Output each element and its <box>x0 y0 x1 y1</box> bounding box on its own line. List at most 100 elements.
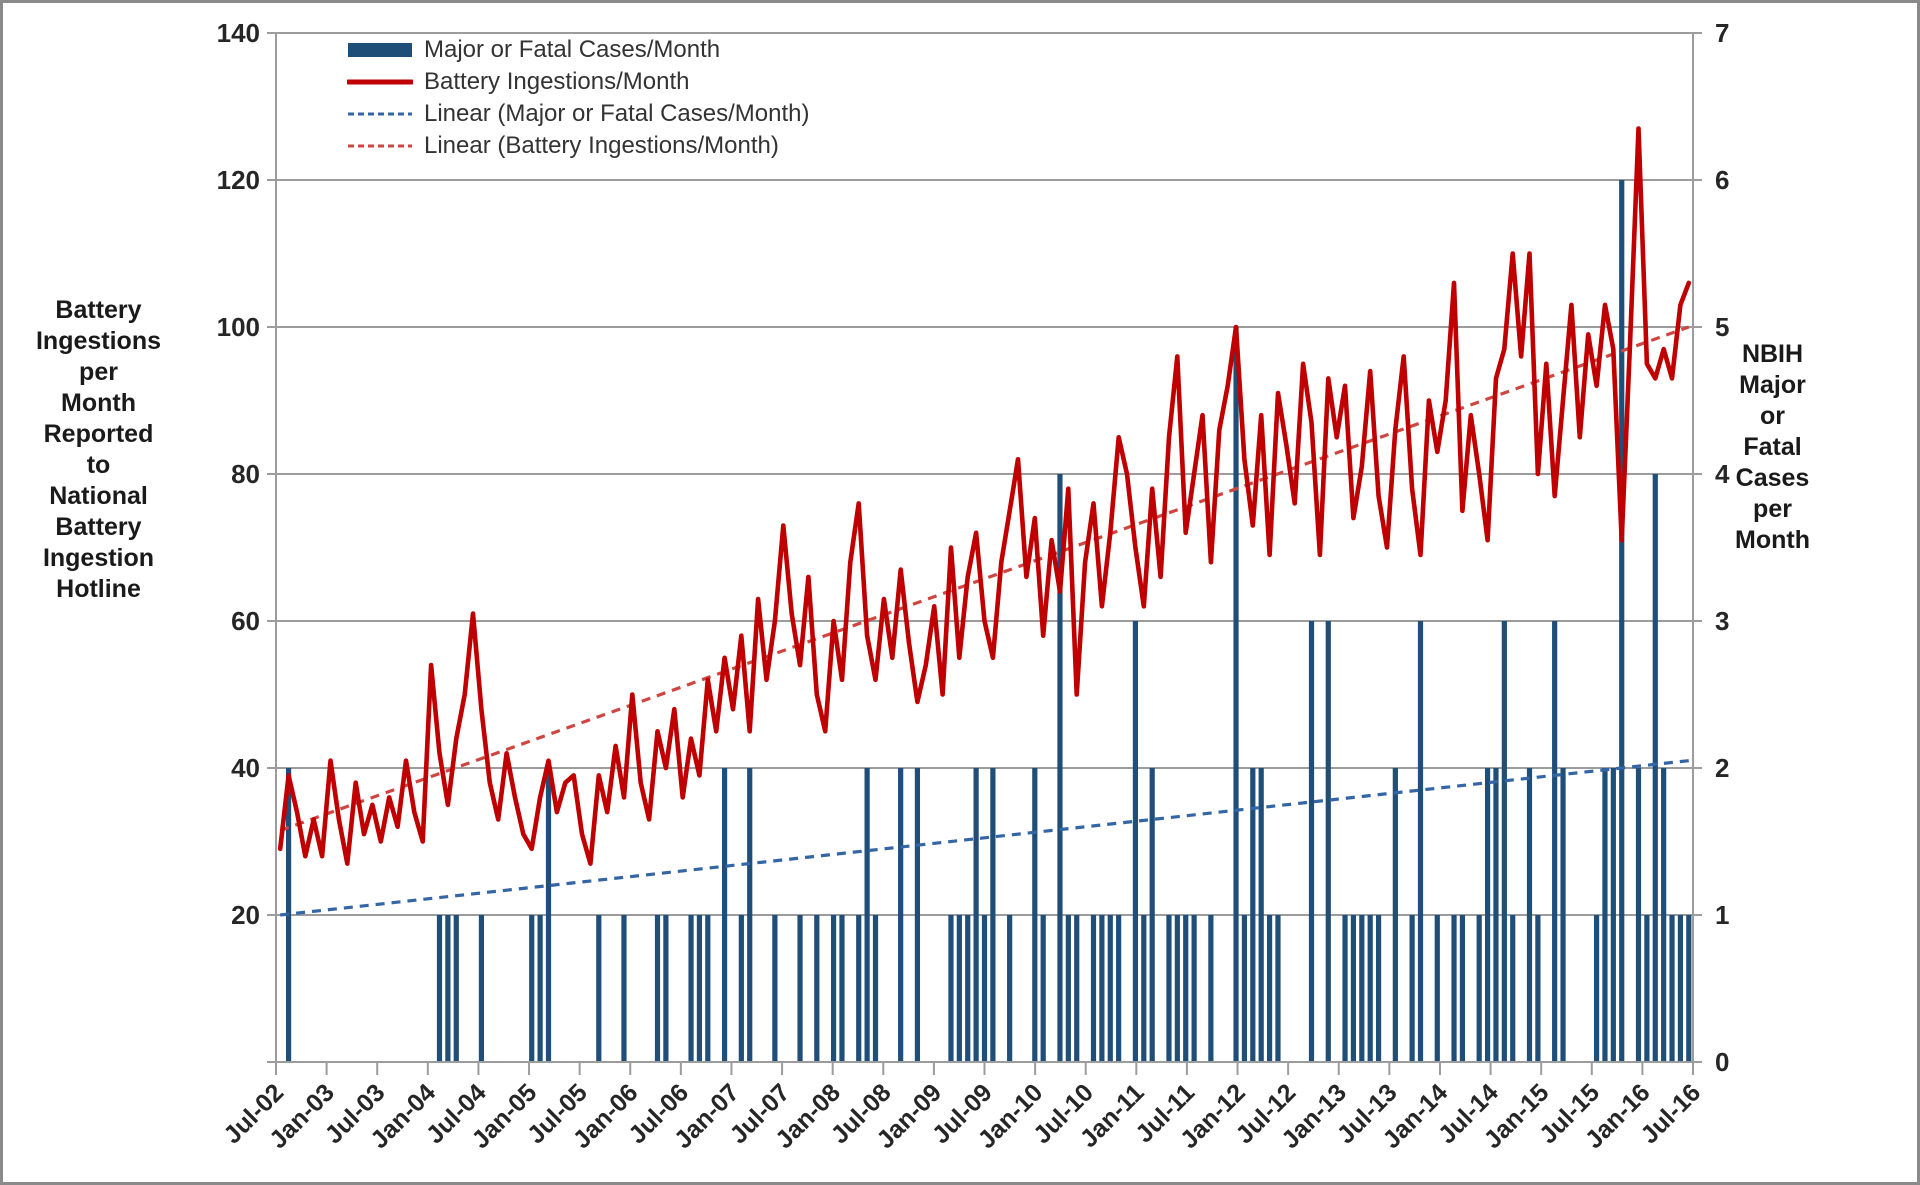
bar-month-70 <box>864 768 870 1062</box>
bar-month-109 <box>1191 915 1197 1062</box>
bar-month-49 <box>688 915 694 1062</box>
bar-month-150 <box>1535 915 1541 1062</box>
trendline-major-or-fatal <box>280 759 1689 917</box>
left-tick-label-40: 40 <box>231 753 260 783</box>
bar-month-131 <box>1375 915 1382 1062</box>
bar-month-95 <box>1074 915 1080 1062</box>
left-axis-title: Battery Ingestions per Month Reported to… <box>35 296 161 603</box>
legend-label: Battery Ingestions/Month <box>424 68 690 95</box>
bar-month-80 <box>948 915 954 1062</box>
legend-swatch-line-icon <box>347 79 413 85</box>
bar-month-103 <box>1141 915 1147 1062</box>
bar-month-41 <box>621 915 627 1062</box>
trendline-battery-ingestions <box>279 325 1690 832</box>
legend-label: Major or Fatal Cases/Month <box>424 36 721 63</box>
bar-month-157 <box>1593 915 1600 1062</box>
right-axis-title: NBIH Major or Fatal Cases per Month <box>1735 340 1810 554</box>
bar-month-136 <box>1417 621 1424 1062</box>
line-series-battery-ingestions <box>277 126 1692 866</box>
legend-swatch-bar-icon <box>348 43 412 57</box>
bar-month-159 <box>1610 768 1616 1062</box>
bar-month-146 <box>1501 621 1507 1062</box>
bar-month-74 <box>898 768 904 1062</box>
bar-month-114 <box>1233 327 1239 1062</box>
bar-month-165 <box>1661 768 1667 1062</box>
right-axis-tick-labels: 7 6 5 4 3 2 1 0 <box>1715 18 1730 1077</box>
bar-month-56 <box>747 768 753 1062</box>
left-tick-label-100: 100 <box>217 312 260 342</box>
plot-border-and-ticks <box>267 32 1702 1075</box>
bar-month-51 <box>705 915 711 1062</box>
bar-month-98 <box>1099 915 1105 1062</box>
bar-month-158 <box>1602 768 1608 1062</box>
bar-month-164 <box>1652 474 1658 1062</box>
bar-month-67 <box>839 915 845 1062</box>
legend-swatch-dash-red-icon <box>348 144 412 148</box>
bar-month-166 <box>1669 915 1675 1062</box>
bar-month-30 <box>529 915 535 1062</box>
legend-row-1: Battery Ingestions/Month <box>347 66 809 98</box>
bar-month-76 <box>914 768 921 1062</box>
bar-month-111 <box>1208 915 1214 1062</box>
left-tick-label-120: 120 <box>217 165 260 195</box>
bar-month-66 <box>830 915 837 1062</box>
bar-month-31 <box>537 915 543 1062</box>
right-tick-label-0: 0 <box>1715 1047 1729 1077</box>
bar-month-24 <box>478 915 485 1062</box>
bar-month-144 <box>1484 768 1491 1062</box>
left-tick-label-60: 60 <box>231 606 260 636</box>
bar-month-64 <box>814 915 820 1062</box>
bar-month-21 <box>453 915 459 1062</box>
bar-month-145 <box>1493 768 1499 1062</box>
bar-month-87 <box>1007 915 1013 1062</box>
bar-month-19 <box>436 915 443 1062</box>
bar-month-153 <box>1560 768 1566 1062</box>
bar-month-127 <box>1342 915 1348 1062</box>
bar-month-115 <box>1241 915 1248 1062</box>
bar-month-83 <box>973 768 979 1062</box>
right-tick-label-1: 1 <box>1715 900 1729 930</box>
bar-month-118 <box>1266 915 1273 1062</box>
bar-month-119 <box>1275 915 1281 1062</box>
right-tick-label-3: 3 <box>1715 606 1729 636</box>
bar-month-129 <box>1359 915 1365 1062</box>
bar-month-162 <box>1635 768 1642 1062</box>
bar-month-160 <box>1619 180 1625 1062</box>
bar-month-152 <box>1552 621 1558 1062</box>
bar-month-116 <box>1250 768 1256 1062</box>
battery-ingestions-line <box>277 126 1692 866</box>
bar-month-135 <box>1409 915 1415 1062</box>
x-axis-tick-labels: Jul-02Jan-03Jul-03Jan-04Jul-04Jan-05Jul-… <box>218 1078 1706 1154</box>
bar-month-94 <box>1065 915 1071 1062</box>
bar-month-102 <box>1132 621 1139 1062</box>
bar-month-125 <box>1325 621 1331 1062</box>
legend-label: Linear (Major or Fatal Cases/Month) <box>424 100 810 127</box>
bar-month-90 <box>1032 768 1038 1062</box>
bar-month-50 <box>696 915 703 1062</box>
right-tick-label-7: 7 <box>1715 18 1729 48</box>
bar-month-20 <box>445 915 451 1062</box>
legend-label: Linear (Battery Ingestions/Month) <box>424 132 779 159</box>
bar-month-149 <box>1526 768 1533 1062</box>
bar-month-32 <box>545 768 552 1062</box>
bar-month-69 <box>856 915 862 1062</box>
bar-month-123 <box>1308 621 1315 1062</box>
bar-month-128 <box>1350 915 1357 1062</box>
bar-month-91 <box>1040 915 1046 1062</box>
bar-month-130 <box>1367 915 1373 1062</box>
bar-month-53 <box>721 768 728 1062</box>
bar-month-82 <box>965 915 971 1062</box>
left-tick-label-140: 140 <box>217 18 260 48</box>
linear-trendlines <box>279 325 1690 917</box>
bar-month-117 <box>1258 768 1264 1062</box>
bar-month-163 <box>1644 915 1650 1062</box>
bar-month-106 <box>1166 915 1172 1062</box>
bar-month-46 <box>663 915 669 1062</box>
bar-month-38 <box>596 915 602 1062</box>
bar-month-108 <box>1183 915 1189 1062</box>
bar-month-85 <box>990 768 996 1062</box>
right-tick-label-2: 2 <box>1715 753 1729 783</box>
bar-month-140 <box>1451 915 1457 1062</box>
bar-month-133 <box>1392 768 1398 1062</box>
